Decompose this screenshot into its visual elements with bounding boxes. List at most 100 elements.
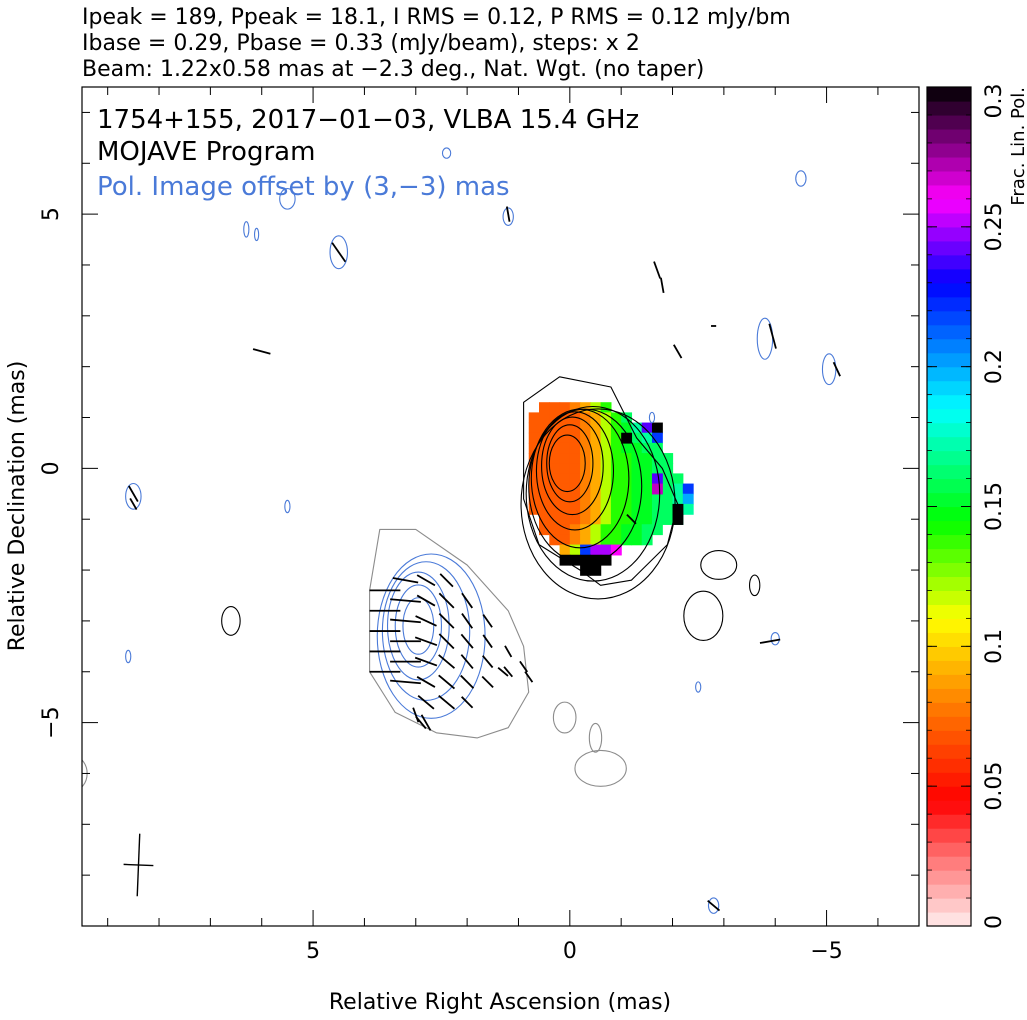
noise-contour (279, 188, 296, 210)
colorbar-segment (927, 506, 971, 522)
frac-pol-pixel (580, 564, 591, 576)
evpa-vector (417, 694, 435, 710)
colorbar-segment (927, 198, 971, 214)
noise-contour (243, 221, 250, 238)
frac-pol-pixel (580, 554, 591, 566)
colorbar-segment (927, 100, 971, 116)
colorbar-segment (927, 702, 971, 717)
x-axis-label: Relative Right Ascension (mas) (329, 990, 671, 1015)
evpa-vector (392, 577, 419, 584)
pol-contour (386, 571, 450, 681)
colorbar-segment (927, 632, 971, 647)
evpa-vector (481, 675, 494, 689)
colorbar-segment (927, 324, 971, 340)
frac-pol-pixel (539, 483, 550, 495)
axis-ticks (82, 87, 919, 926)
noise-contour (648, 411, 656, 424)
frac-pol-pixel (580, 473, 591, 485)
evpa-vector (414, 636, 438, 647)
frac-pol-pixel (672, 493, 684, 505)
frac-pol-pixel (651, 503, 663, 515)
beam-minor-axis (123, 863, 154, 867)
frac-pol-pixel (651, 493, 663, 505)
colorbar-segment (927, 282, 971, 298)
frac-pol-pixel (580, 493, 591, 505)
stokes-i-contour (528, 408, 643, 564)
frac-pol-pixel (528, 493, 540, 505)
frac-pol-pixel (600, 493, 612, 505)
frac-pol-pixel (539, 473, 550, 485)
frac-pol-pixel (590, 554, 602, 566)
frac-pol-pixel (590, 534, 602, 546)
colorbar-tick-label: 0 (982, 915, 1007, 929)
frac-pol-pixel (549, 473, 561, 485)
colorbar-segment (927, 184, 971, 200)
frac-pol-pixel (590, 402, 602, 414)
colorbar-segment (927, 590, 971, 605)
pol-contour (402, 597, 435, 655)
colorbar-segment (927, 716, 971, 731)
frac-pol-pixel (590, 432, 602, 444)
evpa-vector (414, 656, 438, 667)
colorbar-segment (927, 562, 971, 578)
y-tick-label: 5 (39, 207, 64, 221)
colorbar-segment (927, 534, 971, 550)
frac-pol-pixel (600, 503, 612, 515)
frac-pol-pixel (600, 412, 612, 424)
frac-pol-pixel (528, 412, 540, 424)
frac-pol-pixel (600, 534, 612, 546)
frac-pol-pixel (569, 534, 581, 546)
evpa-vector (438, 654, 456, 669)
frac-pol-pixel (641, 503, 653, 515)
frac-pol-pixel (651, 524, 663, 536)
frac-pol-pixel (641, 422, 653, 434)
frac-pol-pixel (559, 473, 571, 485)
frac-pol-pixel (621, 524, 633, 536)
evpa-vector (505, 206, 511, 222)
frac-pol-pixel (610, 463, 622, 475)
frac-pol-pixel (610, 412, 622, 424)
colorbar-segment (927, 576, 971, 591)
colorbar-segment (927, 212, 971, 228)
frac-pol-pixel (549, 453, 561, 464)
colorbar-segment (927, 87, 971, 102)
frac-pol-pixel (600, 544, 612, 556)
evpa-vector (390, 618, 421, 624)
frac-pol-pixel (621, 473, 633, 485)
frac-pol-pixel (539, 503, 550, 515)
stokes-i-contour (541, 416, 604, 516)
evpa-vector (519, 660, 529, 673)
frac-pol-pixel (610, 493, 622, 505)
colorbar-segment (927, 520, 971, 536)
frac-pol-pixel (641, 463, 653, 475)
colorbar-segment (927, 884, 971, 899)
frac-pol-pixel (641, 534, 653, 546)
frac-pol-pixel (569, 402, 581, 414)
plot-frame (81, 86, 920, 927)
frac-pol-pixel (610, 534, 622, 546)
stokes-i-contours (221, 376, 761, 642)
colorbar (927, 87, 971, 927)
frac-pol-pixel (590, 483, 602, 495)
colorbar-segment (927, 912, 971, 927)
evpa-vector (416, 676, 436, 688)
y-tick-label: −5 (39, 706, 64, 738)
frac-pol-pixel (590, 412, 602, 424)
plot-area (82, 87, 919, 926)
frac-pol-pixel (641, 524, 653, 536)
frac-pol-pixel (580, 503, 591, 515)
frac-pol-pixel (569, 544, 581, 556)
evpa-vector (524, 671, 534, 683)
evpa-vector (503, 666, 514, 678)
fractional-polarization-pixels (528, 402, 694, 576)
evpa-vector (482, 634, 493, 649)
colorbar-segment (927, 128, 971, 144)
frac-pol-pixel (580, 483, 591, 495)
frac-pol-pixel (610, 514, 622, 525)
colorbar-tick-label: 0.05 (982, 762, 1007, 811)
pol-contour-island (552, 701, 577, 734)
noise-contour (253, 227, 260, 242)
stokes-i-contour-island (748, 574, 761, 597)
colorbar-segment (927, 478, 971, 494)
noise-contour (284, 499, 291, 514)
